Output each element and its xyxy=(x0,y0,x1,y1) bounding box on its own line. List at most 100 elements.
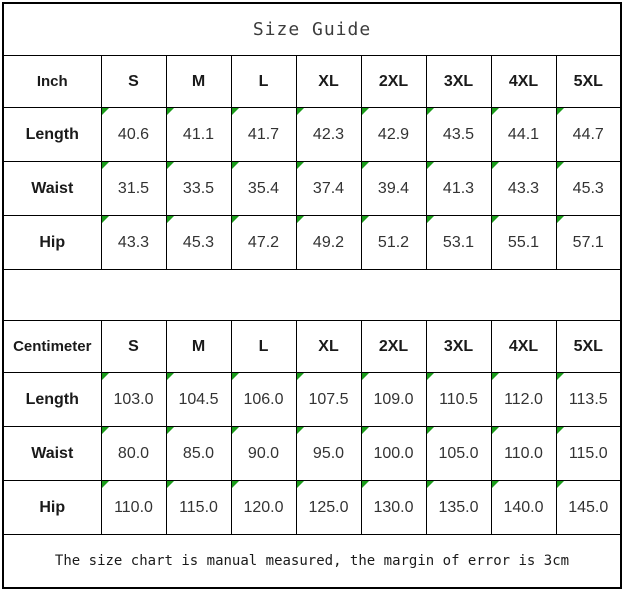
measurement-value: 100.0 xyxy=(360,426,427,481)
measurement-value: 55.1 xyxy=(490,215,557,270)
measurement-label-length: Length xyxy=(2,372,102,427)
measurement-value: 80.0 xyxy=(100,426,167,481)
cell-comment-marker-icon xyxy=(232,427,239,434)
measurement-value: 113.5 xyxy=(555,372,622,427)
table-0-header-row: Inch S M L XL 2XL 3XL 4XL 5XL xyxy=(2,55,622,108)
measurement-value: 42.3 xyxy=(295,107,362,162)
cell-comment-marker-icon xyxy=(557,216,564,223)
size-header-label: M xyxy=(191,72,206,90)
cell-comment-marker-icon xyxy=(297,216,304,223)
measurement-value-text: 42.9 xyxy=(377,125,410,143)
cell-comment-marker-icon xyxy=(232,481,239,488)
size-header-xl: XL xyxy=(295,320,362,373)
measurement-value: 109.0 xyxy=(360,372,427,427)
measurement-value-text: 51.2 xyxy=(377,233,410,251)
cell-comment-marker-icon xyxy=(102,162,109,169)
measurement-value: 125.0 xyxy=(295,480,362,535)
measurement-value-text: 49.2 xyxy=(312,233,345,251)
page-title: Size Guide xyxy=(3,3,621,56)
measurement-value-text: 107.5 xyxy=(308,390,349,408)
measurement-value: 135.0 xyxy=(425,480,492,535)
measurement-value-text: 104.5 xyxy=(178,390,219,408)
cell-comment-marker-icon xyxy=(557,427,564,434)
cell-comment-marker-icon xyxy=(492,216,499,223)
cell-comment-marker-icon xyxy=(362,481,369,488)
measurement-value: 120.0 xyxy=(230,480,297,535)
cell-comment-marker-icon xyxy=(297,427,304,434)
cell-comment-marker-icon xyxy=(232,108,239,115)
size-header-label: L xyxy=(258,72,269,90)
measurement-value-text: 112.0 xyxy=(504,390,543,408)
table-spacer-row xyxy=(3,269,621,321)
measurement-label-hip: Hip xyxy=(2,215,102,270)
cell-comment-marker-icon xyxy=(232,216,239,223)
measurement-value-text: 47.2 xyxy=(247,233,280,251)
measurement-value: 112.0 xyxy=(490,372,557,427)
measurement-value: 44.7 xyxy=(555,107,622,162)
measurement-value: 110.0 xyxy=(100,480,167,535)
unit-header-label: Inch xyxy=(36,72,68,90)
size-header-3xl: 3XL xyxy=(425,55,492,108)
cell-comment-marker-icon xyxy=(557,373,564,380)
measurement-value-text: 55.1 xyxy=(507,233,540,251)
cell-comment-marker-icon xyxy=(232,162,239,169)
measurement-label-text: Waist xyxy=(31,179,74,197)
disclaimer-note: The size chart is manual measured, the m… xyxy=(3,534,621,588)
cell-comment-marker-icon xyxy=(167,481,174,488)
size-header-label: 5XL xyxy=(573,72,603,90)
size-header-5xl: 5XL xyxy=(555,320,622,373)
measurement-value-text: 42.3 xyxy=(312,125,345,143)
measurement-value: 43.3 xyxy=(490,161,557,216)
measurement-value: 115.0 xyxy=(555,426,622,481)
size-header-label: 4XL xyxy=(508,337,539,355)
table-row: Length 40.6 41.1 41.7 42.3 42.9 43.5 44.1 44.7 xyxy=(2,107,622,162)
measurement-value-text: 125.0 xyxy=(308,498,349,516)
measurement-value-text: 41.1 xyxy=(182,125,215,143)
measurement-value-text: 53.1 xyxy=(442,233,475,251)
measurement-value: 106.0 xyxy=(230,372,297,427)
measurement-value-text: 120.0 xyxy=(243,498,284,516)
cell-comment-marker-icon xyxy=(492,427,499,434)
size-header-label: M xyxy=(191,337,206,355)
measurement-label-waist: Waist xyxy=(2,426,102,481)
cell-comment-marker-icon xyxy=(427,373,434,380)
measurement-value: 39.4 xyxy=(360,161,427,216)
measurement-value-text: 135.0 xyxy=(438,498,479,516)
measurement-value: 43.3 xyxy=(100,215,167,270)
unit-header-label: Centimeter xyxy=(13,337,92,355)
size-header-xl: XL xyxy=(295,55,362,108)
measurement-value: 40.6 xyxy=(100,107,167,162)
cell-comment-marker-icon xyxy=(102,373,109,380)
size-header-label: L xyxy=(258,337,269,355)
measurement-value: 44.1 xyxy=(490,107,557,162)
measurement-value-text: 39.4 xyxy=(377,179,410,197)
measurement-value: 90.0 xyxy=(230,426,297,481)
measurement-value-text: 45.3 xyxy=(182,233,215,251)
measurement-label-hip: Hip xyxy=(2,480,102,535)
measurement-value: 130.0 xyxy=(360,480,427,535)
size-header-label: 2XL xyxy=(378,72,409,90)
measurement-value: 31.5 xyxy=(100,161,167,216)
measurement-value: 51.2 xyxy=(360,215,427,270)
cell-comment-marker-icon xyxy=(167,216,174,223)
measurement-label-text: Hip xyxy=(39,498,66,516)
measurement-label-length: Length xyxy=(2,107,102,162)
measurement-value: 85.0 xyxy=(165,426,232,481)
measurement-value: 110.0 xyxy=(490,426,557,481)
measurement-value: 43.5 xyxy=(425,107,492,162)
cell-comment-marker-icon xyxy=(362,427,369,434)
size-header-l: L xyxy=(230,320,297,373)
cell-comment-marker-icon xyxy=(102,108,109,115)
measurement-value: 57.1 xyxy=(555,215,622,270)
table-row: Waist 31.5 33.5 35.4 37.4 39.4 41.3 43.3 45.3 xyxy=(2,161,622,216)
measurement-value-text: 113.5 xyxy=(568,390,608,408)
cell-comment-marker-icon xyxy=(427,427,434,434)
measurement-value-text: 41.7 xyxy=(247,125,280,143)
measurement-value-text: 43.3 xyxy=(507,179,540,197)
measurement-value-text: 115.0 xyxy=(568,444,608,462)
size-header-l: L xyxy=(230,55,297,108)
measurement-value: 140.0 xyxy=(490,480,557,535)
cell-comment-marker-icon xyxy=(362,108,369,115)
cell-comment-marker-icon xyxy=(557,162,564,169)
